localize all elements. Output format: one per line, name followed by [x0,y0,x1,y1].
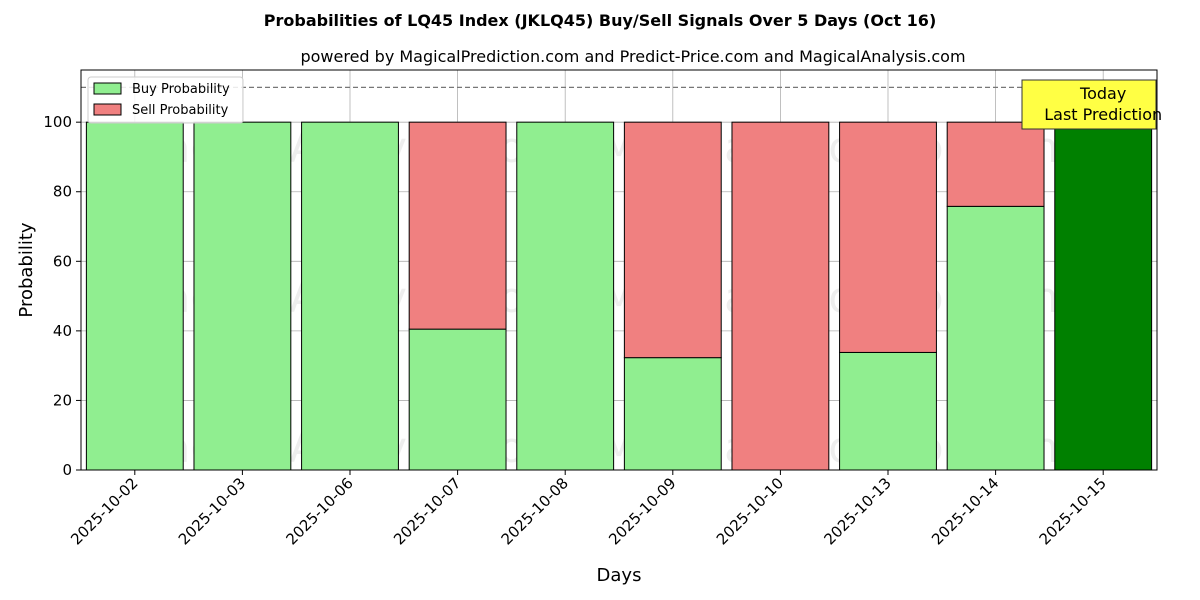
x-tick-label: 2025-10-03 [175,474,249,548]
x-tick-label: 2025-10-10 [713,474,787,548]
plot-frame [80,69,1158,471]
bar-buy-2025-10-15 [1054,121,1153,471]
bar-buy-2025-10-14 [946,205,1045,471]
bar-sell-2025-10-10 [731,121,830,471]
bar-sell-2025-10-14 [946,121,1045,207]
y-tick-label: 60 [53,252,72,270]
y-tick-label: 0 [62,461,72,479]
bar-buy-2025-10-09 [623,357,722,471]
bar-buy-2025-10-03 [193,121,292,471]
annotation-text: Last Prediction [1044,105,1162,124]
today-annotation: Today Last Prediction [1021,79,1162,130]
bar-sell-2025-10-13 [839,121,937,353]
y-tick-label: 20 [53,391,72,409]
bar-sell-2025-10-07 [408,121,507,330]
bar-buy-2025-10-06 [301,121,399,471]
bar-buy-2025-10-02 [85,121,184,471]
legend-label: Sell Probability [132,103,229,118]
x-tick-label: 2025-10-08 [498,474,572,548]
annotation-box [1021,79,1157,130]
x-axis-label: Days [597,565,642,586]
x-tick-label: 2025-10-13 [820,474,894,548]
y-tick-label: 80 [53,183,72,201]
x-tick-label: 2025-10-14 [928,474,1002,548]
x-axis-ticks: 2025-10-02 2025-10-03 2025-10-06 2025-10-07… [67,470,1110,548]
annotation-text: Today [1079,84,1126,103]
legend-swatch [93,82,122,95]
x-tick-label: 2025-10-06 [282,474,356,548]
chart-title: Probabilities of LQ45 Index (JKLQ45) Buy… [264,11,937,30]
chart-subtitle: powered by MagicalPrediction.com and Pre… [300,47,965,66]
x-tick-label: 2025-10-09 [605,474,679,548]
x-tick-label: 2025-10-15 [1036,474,1110,548]
bars [85,121,1153,471]
y-tick-label: 40 [53,322,72,340]
y-axis-ticks: 0 20 40 60 80 100 [43,113,81,479]
y-tick-label: 100 [43,113,72,131]
legend: Buy Probability Sell Probability [87,76,244,124]
x-tick-label: 2025-10-07 [390,474,464,548]
bar-sell-2025-10-09 [623,121,722,359]
bar-buy-2025-10-13 [839,351,937,471]
legend-label: Buy Probability [132,82,230,97]
legend-box [87,76,244,124]
x-tick-label: 2025-10-02 [67,474,141,548]
y-axis-label: Probability [16,222,37,317]
legend-swatch [93,103,122,116]
bar-buy-2025-10-07 [408,328,507,471]
bar-buy-2025-10-08 [516,121,615,471]
